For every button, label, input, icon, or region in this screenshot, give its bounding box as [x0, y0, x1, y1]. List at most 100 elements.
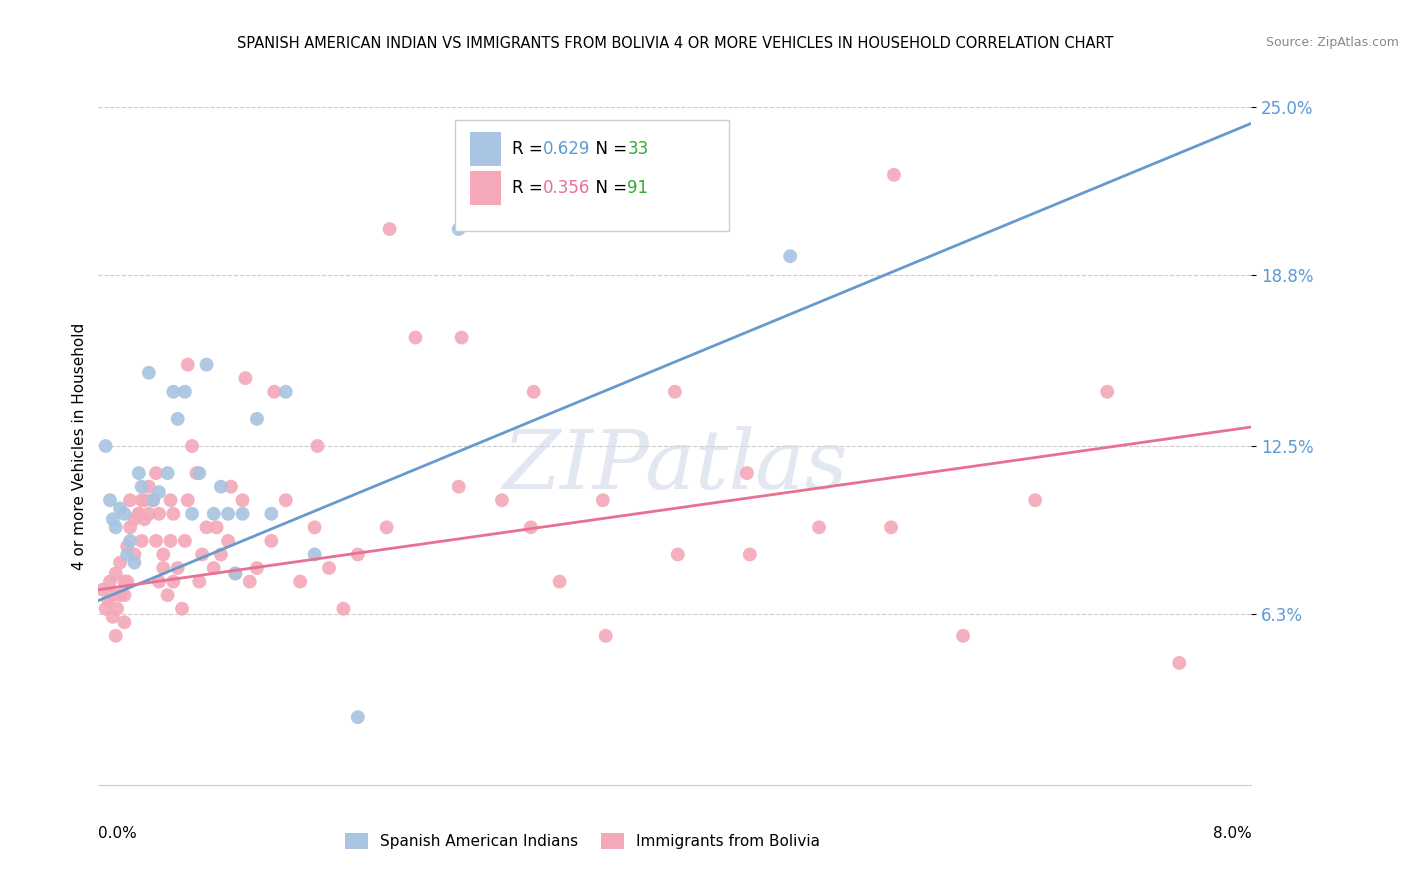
- Point: [246, 561, 269, 575]
- Point: [94, 439, 117, 453]
- Point: [162, 574, 184, 589]
- Point: [170, 601, 193, 615]
- Point: [156, 588, 179, 602]
- Point: [177, 493, 200, 508]
- Text: 0.629: 0.629: [543, 140, 591, 158]
- Point: [112, 507, 135, 521]
- Point: [134, 493, 156, 508]
- Point: [260, 507, 283, 521]
- Point: [138, 366, 160, 380]
- Point: [318, 561, 340, 575]
- Point: [231, 507, 254, 521]
- Point: [148, 507, 170, 521]
- Point: [156, 466, 179, 480]
- Point: [378, 222, 401, 236]
- Point: [108, 588, 131, 602]
- Text: N =: N =: [585, 140, 633, 158]
- Point: [152, 561, 174, 575]
- Point: [174, 533, 197, 548]
- Point: [952, 629, 974, 643]
- Text: R =: R =: [512, 140, 548, 158]
- Point: [145, 466, 167, 480]
- Text: 33: 33: [627, 140, 648, 158]
- Point: [191, 548, 214, 562]
- Text: N =: N =: [585, 179, 633, 197]
- Text: 0.356: 0.356: [543, 179, 591, 197]
- Point: [108, 501, 131, 516]
- Point: [94, 601, 117, 615]
- Point: [148, 574, 170, 589]
- Point: [124, 512, 146, 526]
- Point: [447, 222, 470, 236]
- Point: [304, 548, 326, 562]
- Point: [235, 371, 257, 385]
- Point: [239, 574, 262, 589]
- Point: [120, 520, 142, 534]
- Point: [91, 582, 114, 597]
- Point: [148, 485, 170, 500]
- Point: [104, 566, 127, 581]
- Point: [142, 493, 165, 508]
- Point: [735, 466, 758, 480]
- Point: [138, 480, 160, 494]
- Point: [104, 520, 127, 534]
- Point: [447, 480, 470, 494]
- Text: SPANISH AMERICAN INDIAN VS IMMIGRANTS FROM BOLIVIA 4 OR MORE VEHICLES IN HOUSEHO: SPANISH AMERICAN INDIAN VS IMMIGRANTS FR…: [236, 36, 1114, 51]
- Point: [120, 533, 142, 548]
- Point: [209, 480, 232, 494]
- Point: [217, 507, 239, 521]
- Point: [112, 588, 135, 602]
- Point: [101, 588, 124, 602]
- Point: [231, 493, 254, 508]
- Point: [274, 493, 297, 508]
- Point: [120, 493, 142, 508]
- Point: [166, 412, 188, 426]
- Point: [152, 548, 174, 562]
- Point: [101, 512, 124, 526]
- Point: [174, 384, 197, 399]
- Point: [195, 520, 218, 534]
- Point: [217, 533, 239, 548]
- Point: [159, 493, 181, 508]
- Point: [166, 561, 188, 575]
- Text: ZIPatlas: ZIPatlas: [502, 426, 848, 507]
- Point: [332, 601, 354, 615]
- Point: [880, 520, 903, 534]
- Point: [883, 168, 905, 182]
- Point: [128, 507, 150, 521]
- Point: [491, 493, 513, 508]
- Text: 0.0%: 0.0%: [98, 826, 138, 840]
- Point: [808, 520, 831, 534]
- Point: [520, 520, 543, 534]
- Point: [375, 520, 398, 534]
- Point: [202, 561, 225, 575]
- Point: [117, 574, 139, 589]
- Point: [219, 480, 242, 494]
- Point: [304, 520, 326, 534]
- Point: [105, 601, 128, 615]
- Point: [162, 384, 184, 399]
- Point: [450, 330, 472, 344]
- Point: [124, 556, 146, 570]
- Point: [209, 548, 232, 562]
- Point: [1024, 493, 1046, 508]
- Point: [779, 249, 801, 263]
- Point: [1168, 656, 1191, 670]
- Point: [128, 507, 150, 521]
- Point: [195, 358, 218, 372]
- Point: [117, 539, 139, 553]
- Y-axis label: 4 or more Vehicles in Household: 4 or more Vehicles in Household: [72, 322, 87, 570]
- Point: [405, 330, 427, 344]
- Point: [664, 384, 686, 399]
- Point: [128, 466, 150, 480]
- Point: [181, 439, 204, 453]
- Point: [274, 384, 297, 399]
- Point: [263, 384, 285, 399]
- Point: [548, 574, 571, 589]
- Point: [112, 615, 135, 630]
- Point: [666, 548, 689, 562]
- Text: R =: R =: [512, 179, 548, 197]
- Point: [131, 480, 153, 494]
- Point: [138, 507, 160, 521]
- Point: [112, 574, 135, 589]
